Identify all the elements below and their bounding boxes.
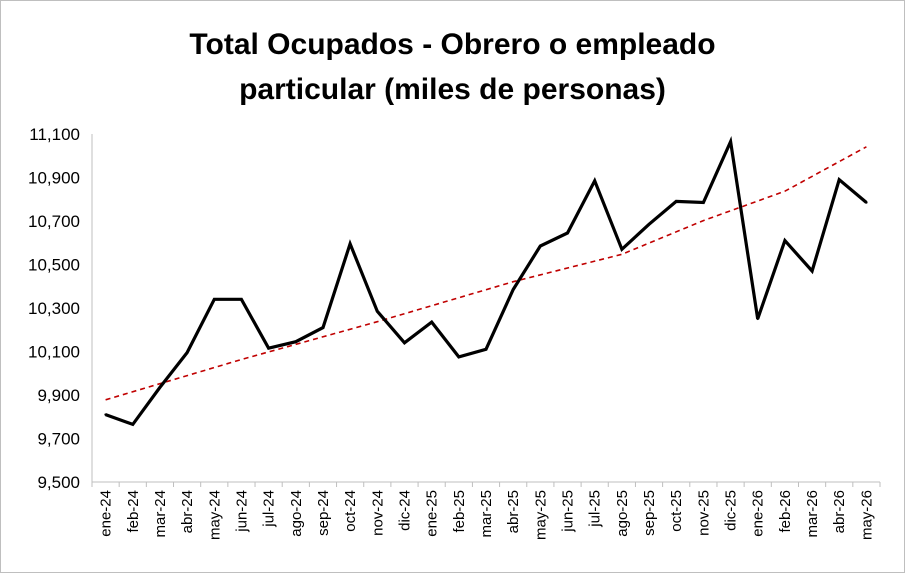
x-tick-label: ago-25 (614, 490, 631, 537)
y-tick-label: 10,100 (28, 343, 80, 362)
chart-title: Total Ocupados - Obrero o empleado parti… (0, 22, 905, 112)
data-point (702, 201, 705, 204)
data-point (865, 201, 868, 204)
y-tick-label: 10,900 (28, 169, 80, 188)
data-point (511, 288, 515, 291)
data-point (321, 326, 325, 329)
x-tick-label: mar-24 (152, 490, 169, 538)
y-tick-label: 10,500 (28, 256, 80, 275)
data-point (158, 386, 162, 389)
data-point (131, 423, 134, 426)
x-tick-label: may-25 (532, 490, 549, 540)
data-point (294, 340, 297, 343)
data-point (430, 320, 433, 324)
chart-title-line-1: Total Ocupados - Obrero o empleado (189, 28, 716, 61)
data-point (240, 298, 243, 301)
data-point (620, 248, 624, 251)
x-tick-label: nov-24 (369, 490, 386, 536)
data-point (566, 231, 569, 235)
x-tick-label: nov-25 (695, 490, 712, 536)
series-line (105, 135, 868, 427)
trendline (105, 146, 867, 401)
x-tick-label: may-26 (858, 490, 875, 540)
x-tick-label: jun-25 (560, 490, 577, 533)
x-tick-label: feb-24 (125, 490, 142, 533)
data-point (267, 347, 270, 350)
x-tick-label: oct-24 (342, 490, 359, 532)
data-point (457, 355, 461, 359)
x-tick-label: feb-25 (451, 490, 468, 533)
y-tick-label: 10,700 (28, 212, 80, 231)
x-tick-label: ene-25 (424, 490, 441, 537)
data-point (104, 413, 107, 416)
x-tick-label: oct-25 (668, 490, 685, 532)
y-tick-label: 10,300 (28, 299, 80, 318)
data-point (783, 239, 787, 242)
data-point (539, 244, 542, 248)
y-tick-label: 11,100 (29, 125, 80, 144)
x-tick-label: abr-26 (831, 490, 848, 533)
x-tick-label: dic-25 (723, 490, 740, 531)
x-tick-label: abr-25 (505, 490, 522, 533)
x-tick-label: dic-24 (396, 490, 413, 531)
data-point (647, 223, 651, 226)
x-tick-label: sep-25 (641, 490, 658, 536)
data-point (838, 178, 841, 181)
data-point (675, 200, 678, 203)
data-point (185, 351, 189, 354)
data-point (729, 140, 732, 143)
x-tick-label: jun-24 (233, 490, 250, 533)
x-tick-label: abr-24 (179, 490, 196, 533)
x-tick-label: mar-25 (478, 490, 495, 538)
data-point (484, 348, 488, 351)
data-point (348, 242, 352, 246)
data-point (213, 298, 216, 301)
data-point (403, 341, 406, 344)
x-tick-label: sep-24 (315, 490, 332, 536)
x-tick-label: jul-25 (587, 490, 604, 528)
x-tick-label: feb-26 (777, 490, 794, 533)
y-tick-label: 9,700 (37, 430, 80, 449)
x-tick-label: jul-24 (261, 490, 278, 528)
chart-title-line-2: particular (miles de personas) (239, 73, 666, 106)
y-tick-label: 9,500 (37, 473, 80, 492)
x-tick-label: ago-24 (288, 490, 305, 537)
data-point (376, 310, 379, 313)
data-point (810, 269, 814, 273)
x-tick-label: may-24 (206, 490, 223, 540)
data-point (593, 179, 596, 182)
x-tick-label: ene-24 (98, 490, 115, 537)
y-tick-label: 9,900 (37, 386, 80, 405)
x-tick-label: mar-26 (804, 490, 821, 538)
x-tick-label: ene-26 (750, 490, 767, 537)
data-point (756, 317, 759, 321)
